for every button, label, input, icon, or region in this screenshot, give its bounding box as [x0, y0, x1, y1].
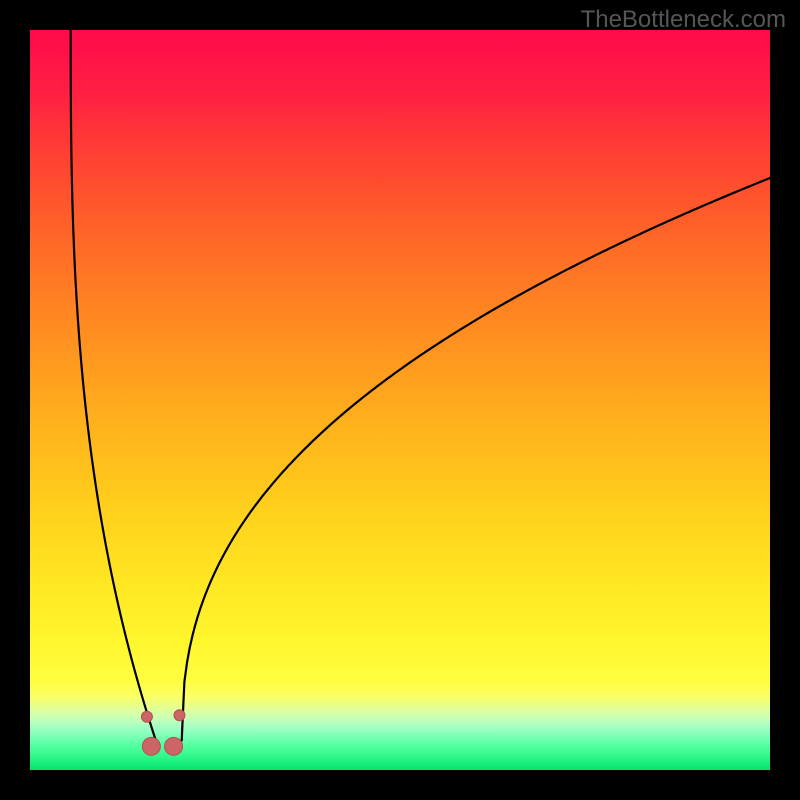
bottleneck-chart	[0, 0, 800, 800]
data-marker	[142, 737, 160, 755]
data-marker	[174, 710, 185, 721]
plot-background	[30, 30, 770, 770]
data-marker	[165, 737, 183, 755]
data-marker	[141, 711, 152, 722]
watermark-text: TheBottleneck.com	[581, 6, 786, 34]
